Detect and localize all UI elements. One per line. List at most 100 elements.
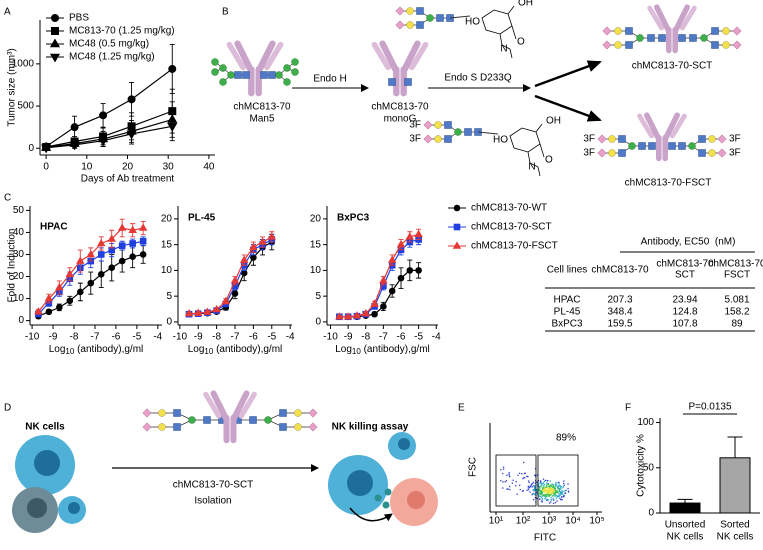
event-dot <box>519 484 521 486</box>
event-dot <box>555 485 557 488</box>
event-dot <box>527 487 529 489</box>
galactose <box>294 409 302 417</box>
event-dot <box>546 485 548 487</box>
event-dot <box>544 490 546 492</box>
chem-label: HO <box>465 17 480 28</box>
event-dot <box>505 480 508 482</box>
event-dot <box>542 483 544 485</box>
event-dot <box>558 493 560 495</box>
glcnac <box>249 416 257 424</box>
x-tick-label: -10 <box>323 332 338 343</box>
glcnac <box>173 423 181 431</box>
event-dot <box>549 487 552 489</box>
x-tick-label: -4 <box>286 332 295 343</box>
product-label: chMC813-70-SCT <box>632 61 713 72</box>
point-marker <box>250 254 257 261</box>
event-dot <box>509 485 511 488</box>
event-dot <box>523 477 525 479</box>
event-dot <box>545 484 547 486</box>
event-dot <box>541 499 544 501</box>
event-dot <box>538 492 540 494</box>
galactose <box>158 409 166 417</box>
antibody-label: monoG <box>384 114 417 125</box>
galactose <box>722 27 730 35</box>
event-dot <box>555 497 557 499</box>
x-tick-label: -4 <box>432 332 441 343</box>
chart-title: PL-45 <box>188 213 216 224</box>
mannose <box>291 68 299 76</box>
event-dot <box>524 477 526 479</box>
glcnac <box>668 142 676 150</box>
y-tick-label: 0 <box>28 143 34 154</box>
event-dot <box>541 498 543 500</box>
point-marker <box>397 274 405 282</box>
event-dot <box>544 496 547 498</box>
event-dot <box>559 491 561 493</box>
y-tick-label: 20 <box>161 214 173 225</box>
event-dot <box>517 474 519 476</box>
p-value: P=0.0135 <box>688 402 732 413</box>
event-dot <box>548 490 550 492</box>
point-marker <box>352 311 362 319</box>
antibody-heavy-chain <box>672 4 691 35</box>
x-axis-label: Log10 (antibody),g/ml <box>188 344 283 356</box>
y-tick-label: 0 <box>648 508 654 519</box>
event-dot <box>553 495 555 497</box>
event-dot <box>521 490 524 492</box>
antibody-heavy-chain <box>400 40 421 75</box>
event-dot <box>555 495 557 497</box>
x-tick-label: -8 <box>361 332 370 343</box>
sialic-acid <box>732 26 742 36</box>
event-dot <box>543 495 546 497</box>
point-marker <box>139 251 147 258</box>
error-bar <box>727 436 743 458</box>
event-dot <box>534 492 536 494</box>
galactose <box>614 41 622 49</box>
event-dot <box>547 488 549 490</box>
flow-tick-label: 10³ <box>542 516 557 527</box>
event-dot <box>564 492 566 494</box>
point-marker <box>76 288 84 296</box>
panel-label: A <box>4 7 11 18</box>
legend-label: PBS <box>69 13 89 24</box>
event-dot <box>541 484 543 487</box>
event-dot <box>563 482 565 485</box>
glcnac <box>173 409 181 417</box>
series-line <box>37 227 144 313</box>
event-dot <box>549 480 551 482</box>
galactose <box>294 423 302 431</box>
y-tick-label: 0 <box>166 317 172 328</box>
event-dot <box>528 481 530 484</box>
event-dot <box>558 497 560 499</box>
glcnac <box>647 34 655 42</box>
x-tick-label: -9 <box>344 332 353 343</box>
legend-label: MC48 (1.25 mg/kg) <box>69 52 155 63</box>
event-dot <box>511 482 513 484</box>
point-marker <box>99 111 108 120</box>
section-label: NK killing assay <box>332 422 409 433</box>
table-column-header: Cell lines <box>547 265 588 276</box>
fucose-tag: 3F <box>583 134 595 145</box>
event-dot <box>551 495 554 497</box>
y-tick-label: 500 <box>17 101 34 112</box>
bar <box>719 457 751 514</box>
antibody <box>226 40 284 97</box>
x-tick-label: -6 <box>397 332 406 343</box>
event-dot <box>534 486 536 488</box>
event-dot <box>546 489 548 491</box>
event-dot <box>502 481 504 483</box>
event-dot <box>515 485 517 487</box>
event-dot <box>541 491 544 493</box>
event-dot <box>539 498 541 500</box>
event-dot <box>558 490 560 492</box>
event-dot <box>523 461 525 464</box>
event-dot <box>549 489 551 491</box>
point-marker <box>97 238 106 247</box>
point-marker <box>117 223 127 231</box>
event-dot <box>543 480 546 482</box>
x-tick-label: -7 <box>231 332 240 343</box>
point-marker <box>118 257 126 265</box>
x-axis-label-part: (antibody),g/ml <box>213 344 282 355</box>
event-dot <box>530 484 532 486</box>
event-dot <box>550 484 552 486</box>
